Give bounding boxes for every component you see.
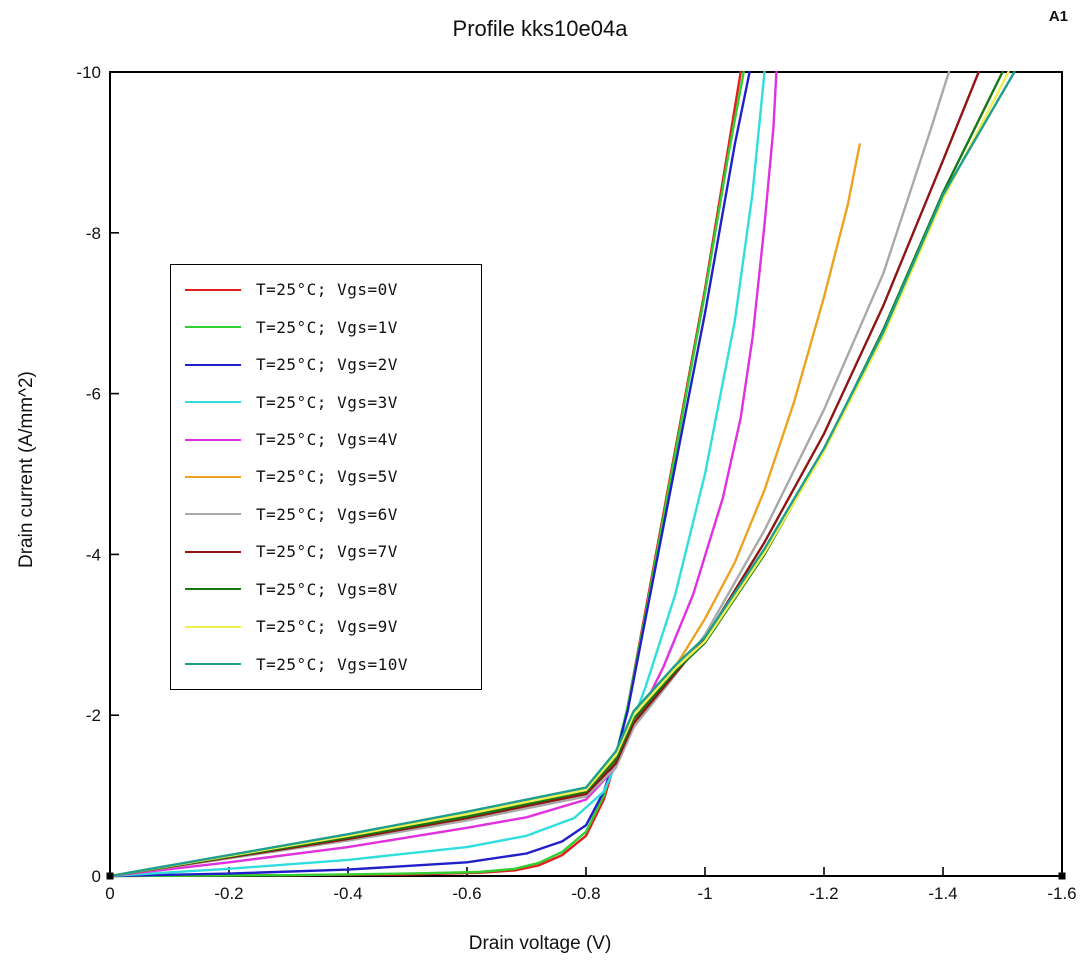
x-tick-label: -1.4 <box>928 884 957 903</box>
legend-swatch-4 <box>185 438 241 441</box>
legend-item-6: T=25°C; Vgs=6V <box>185 505 477 524</box>
legend-item-1: T=25°C; Vgs=1V <box>185 318 477 337</box>
y-tick-label: 0 <box>92 867 101 886</box>
corner-label: A1 <box>1048 8 1068 25</box>
legend-swatch-6 <box>185 513 241 516</box>
axis-end-marker <box>106 872 114 880</box>
legend-item-3: T=25°C; Vgs=3V <box>185 393 477 412</box>
y-tick-label: -4 <box>86 545 101 564</box>
legend-label-7: T=25°C; Vgs=7V <box>256 542 398 562</box>
y-tick-label: -6 <box>86 385 101 404</box>
legend-item-7: T=25°C; Vgs=7V <box>185 542 477 561</box>
x-tick-label: -0.4 <box>333 884 362 903</box>
series-line-9 <box>108 70 1010 878</box>
legend-swatch-2 <box>185 363 241 366</box>
legend: T=25°C; Vgs=0V T=25°C; Vgs=1V T=25°C; Vgs=… <box>170 264 482 690</box>
chart-title: Profile kks10e04a <box>452 16 628 41</box>
legend-swatch-0 <box>185 288 241 291</box>
legend-swatch-7 <box>185 550 241 553</box>
legend-label-10: T=25°C; Vgs=10V <box>256 654 408 674</box>
legend-item-4: T=25°C; Vgs=4V <box>185 430 477 449</box>
legend-label-3: T=25°C; Vgs=3V <box>256 392 398 412</box>
y-tick-label: -10 <box>76 63 101 82</box>
legend-label-9: T=25°C; Vgs=9V <box>256 617 398 637</box>
legend-label-8: T=25°C; Vgs=8V <box>256 579 398 599</box>
legend-item-10: T=25°C; Vgs=10V <box>185 655 477 674</box>
y-axis-label: Drain current (A/mm^2) <box>16 371 37 569</box>
legend-label-2: T=25°C; Vgs=2V <box>256 355 398 375</box>
series-line-6 <box>108 70 951 878</box>
legend-item-8: T=25°C; Vgs=8V <box>185 580 477 599</box>
legend-item-5: T=25°C; Vgs=5V <box>185 467 477 486</box>
x-tick-label: -0.8 <box>571 884 600 903</box>
series-line-7 <box>108 70 980 878</box>
legend-label-4: T=25°C; Vgs=4V <box>256 430 398 450</box>
legend-swatch-3 <box>185 401 241 404</box>
legend-swatch-8 <box>185 588 241 591</box>
series-line-1 <box>108 70 745 878</box>
legend-item-2: T=25°C; Vgs=2V <box>185 355 477 374</box>
x-tick-label: -1.2 <box>809 884 838 903</box>
x-axis-label: Drain voltage (V) <box>468 933 612 954</box>
legend-label-1: T=25°C; Vgs=1V <box>256 317 398 337</box>
legend-swatch-1 <box>185 326 241 329</box>
legend-swatch-5 <box>185 475 241 478</box>
legend-item-0: T=25°C; Vgs=0V <box>185 280 477 299</box>
legend-label-5: T=25°C; Vgs=5V <box>256 467 398 487</box>
x-tick-label: -0.6 <box>452 884 481 903</box>
legend-swatch-10 <box>185 663 241 666</box>
series-line-10 <box>108 70 1016 878</box>
y-tick-label: -8 <box>86 224 101 243</box>
x-tick-label: -0.2 <box>214 884 243 903</box>
y-tick-label: -2 <box>86 706 101 725</box>
legend-swatch-9 <box>185 625 241 628</box>
legend-label-0: T=25°C; Vgs=0V <box>256 280 398 300</box>
axis-end-marker <box>1058 872 1066 880</box>
x-tick-label: 0 <box>105 884 114 903</box>
x-tick-label: -1 <box>697 884 712 903</box>
x-tick-label: -1.6 <box>1047 884 1076 903</box>
legend-item-9: T=25°C; Vgs=9V <box>185 617 477 636</box>
legend-label-6: T=25°C; Vgs=6V <box>256 504 398 524</box>
